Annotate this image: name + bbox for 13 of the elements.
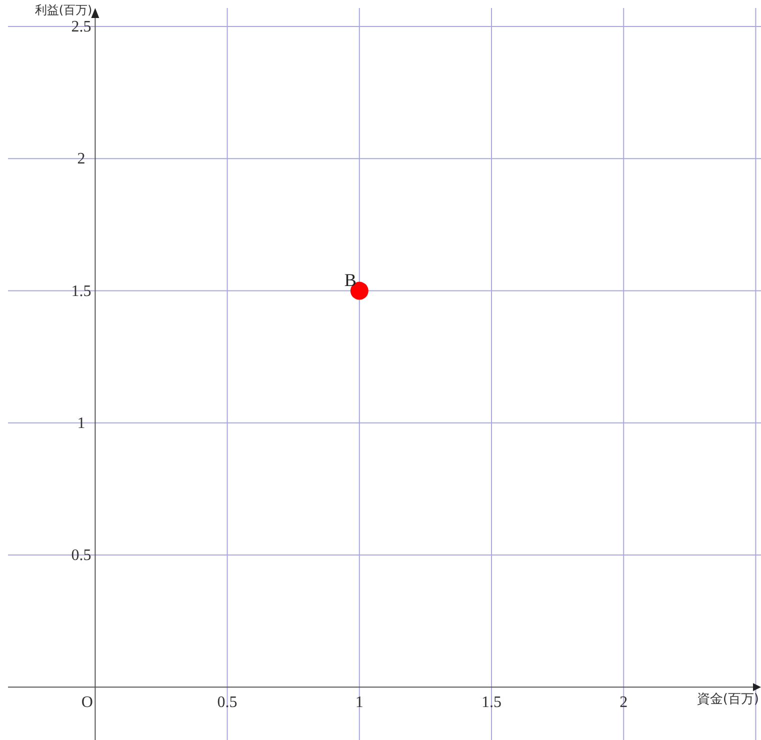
y-axis-title: 利益(百万): [34, 3, 92, 17]
y-tick-label: 2: [77, 150, 86, 168]
x-tick-label: 2: [620, 694, 628, 712]
x-tick-label: 0.5: [217, 694, 238, 712]
x-tick-label: O: [81, 694, 93, 712]
annotation: B: [344, 270, 356, 290]
x-axis-title: 資金(百万): [696, 692, 759, 708]
y-tick-label: 1.5: [71, 282, 92, 300]
y-tick-label: 1: [77, 414, 86, 432]
y-tick-label: 2.5: [71, 18, 92, 36]
y-tick-label: 0.5: [71, 547, 92, 564]
x-tick-label: 1.5: [482, 694, 502, 712]
x-tick-label: 1: [355, 694, 364, 712]
